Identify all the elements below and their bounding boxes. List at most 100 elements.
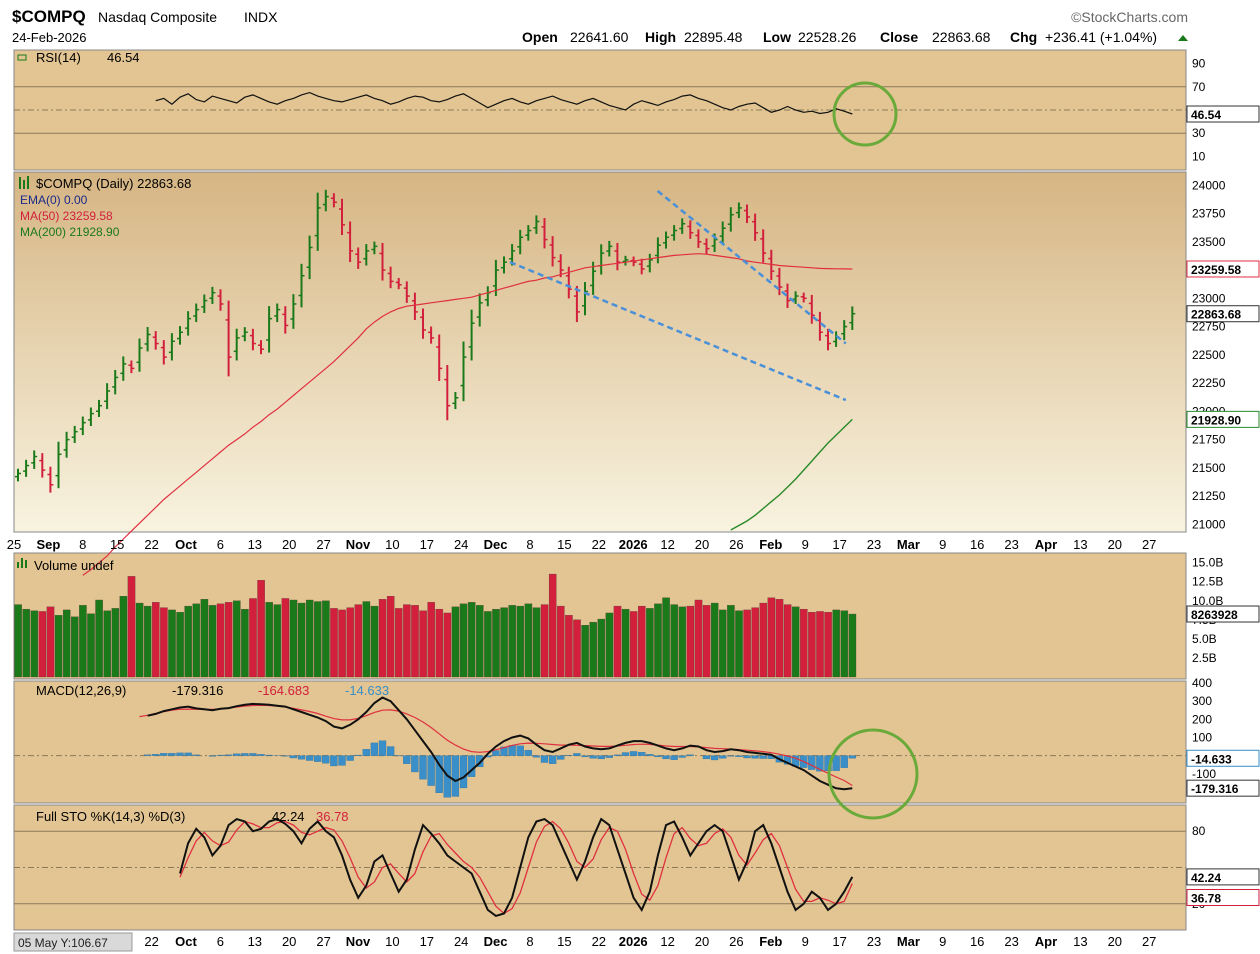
macd-histogram-bar bbox=[257, 754, 265, 756]
macd-histogram-bar bbox=[224, 754, 233, 756]
price-bar bbox=[225, 300, 232, 377]
volume-bar bbox=[176, 612, 184, 678]
volume-bar bbox=[378, 599, 387, 678]
volume-bar bbox=[767, 597, 776, 678]
volume-bar bbox=[216, 603, 225, 678]
macd-histogram-bar bbox=[459, 755, 468, 789]
price-bar bbox=[160, 340, 167, 365]
macd-histogram-bar bbox=[524, 750, 532, 756]
volume-bar bbox=[508, 605, 516, 678]
ma50-legend: MA(50) 23259.58 bbox=[20, 209, 113, 223]
macd-histogram-bar bbox=[540, 755, 549, 763]
macd-histogram-bar bbox=[143, 754, 152, 756]
price-xtick: 15 bbox=[557, 537, 571, 552]
macd-histogram-bar bbox=[289, 755, 298, 759]
volume-bar bbox=[14, 604, 22, 678]
price-bar bbox=[476, 293, 483, 327]
macd-histogram-bar bbox=[435, 755, 443, 793]
volume-bar bbox=[386, 596, 395, 678]
volume-bar bbox=[524, 603, 533, 678]
volume-bars-icon bbox=[17, 558, 27, 568]
price-xtick: 9 bbox=[802, 537, 809, 552]
stoch-xtick: Nov bbox=[346, 934, 371, 949]
rsi-ytick: 30 bbox=[1192, 126, 1206, 140]
price-bar bbox=[39, 453, 46, 478]
volume-bar bbox=[346, 607, 354, 678]
volume-bar bbox=[111, 608, 120, 678]
macd-histogram-bar bbox=[476, 755, 484, 768]
volume-bar bbox=[46, 606, 55, 678]
price-bar bbox=[525, 225, 532, 241]
macd-histogram-bar bbox=[500, 746, 508, 756]
macd-histogram-bar bbox=[346, 755, 354, 761]
price-bar bbox=[444, 364, 451, 421]
price-bar bbox=[233, 328, 240, 361]
price-xtick: 26 bbox=[729, 537, 743, 552]
price-bar bbox=[112, 369, 119, 395]
volume-bar bbox=[783, 604, 792, 678]
macd-histogram-bar bbox=[589, 755, 597, 759]
volume-bar bbox=[791, 606, 800, 678]
macd-value-marker: -179.316 bbox=[1191, 782, 1239, 796]
price-xtick: 8 bbox=[526, 537, 533, 552]
stoch-ytick: 80 bbox=[1192, 824, 1206, 838]
price-bar bbox=[249, 328, 256, 351]
stoch-xtick: 17 bbox=[832, 934, 846, 949]
macd-histogram-bar bbox=[216, 754, 225, 756]
trendline bbox=[656, 189, 847, 345]
volume-bar bbox=[540, 604, 549, 678]
price-bar bbox=[379, 242, 386, 281]
macd-histogram-bar bbox=[354, 754, 362, 756]
macd-histogram-bar bbox=[646, 754, 654, 756]
price-bar bbox=[258, 340, 264, 355]
volume-bar bbox=[492, 608, 500, 678]
chg-label: Chg bbox=[1010, 29, 1037, 45]
macd-value: -179.316 bbox=[172, 683, 223, 698]
price-bar bbox=[800, 292, 807, 303]
volume-bar bbox=[62, 609, 71, 678]
price-bar bbox=[849, 306, 856, 330]
volume-bar bbox=[597, 618, 606, 678]
macd-histogram-bar bbox=[735, 755, 743, 757]
macd-histogram-bar bbox=[727, 755, 735, 757]
price-bar bbox=[79, 416, 86, 436]
macd-histogram-bar bbox=[516, 745, 524, 756]
stoch-xtick: 20 bbox=[1108, 934, 1122, 949]
volume-bar bbox=[103, 610, 111, 678]
volume-bar bbox=[354, 604, 363, 678]
price-ytick: 23000 bbox=[1192, 291, 1226, 305]
price-bar bbox=[31, 450, 38, 469]
stoch-xtick: 22 bbox=[592, 934, 606, 949]
price-bar bbox=[614, 242, 621, 271]
volume-bar bbox=[257, 580, 265, 678]
macd-line bbox=[147, 696, 853, 791]
stoch-d-marker-box bbox=[1186, 888, 1260, 906]
price-xtick: Sep bbox=[36, 537, 60, 552]
close-label: Close bbox=[880, 29, 918, 45]
volume-bar bbox=[775, 599, 784, 678]
price-ytick: 24000 bbox=[1192, 178, 1226, 192]
price-bar bbox=[411, 292, 418, 321]
volume-bar bbox=[710, 602, 719, 678]
stoch-xtick: 8 bbox=[526, 934, 533, 949]
volume-ytick: 5.0B bbox=[1192, 632, 1217, 646]
volume-bar bbox=[751, 607, 759, 678]
price-bar bbox=[582, 282, 588, 316]
volume-bar bbox=[581, 625, 589, 678]
price-bar bbox=[274, 303, 281, 323]
price-xtick: Dec bbox=[484, 537, 508, 552]
volume-marker-box bbox=[1186, 605, 1260, 623]
volume-bar bbox=[289, 599, 298, 678]
macd-histogram-bar bbox=[581, 755, 589, 758]
macd-histogram-bar bbox=[629, 751, 638, 756]
volume-bar bbox=[370, 605, 379, 678]
index-name: Nasdaq Composite bbox=[98, 9, 217, 25]
chg-value: +236.41 (+1.04%) bbox=[1045, 29, 1157, 45]
bottom-tooltip: 05 May Y:106.67 bbox=[18, 936, 108, 950]
volume-bar bbox=[670, 604, 678, 678]
price-bar bbox=[654, 237, 661, 264]
price-bar bbox=[347, 221, 354, 263]
macd-histogram-bar bbox=[638, 752, 646, 756]
macd-ytick: 200 bbox=[1192, 712, 1212, 726]
macd-histogram-bar bbox=[378, 740, 387, 756]
